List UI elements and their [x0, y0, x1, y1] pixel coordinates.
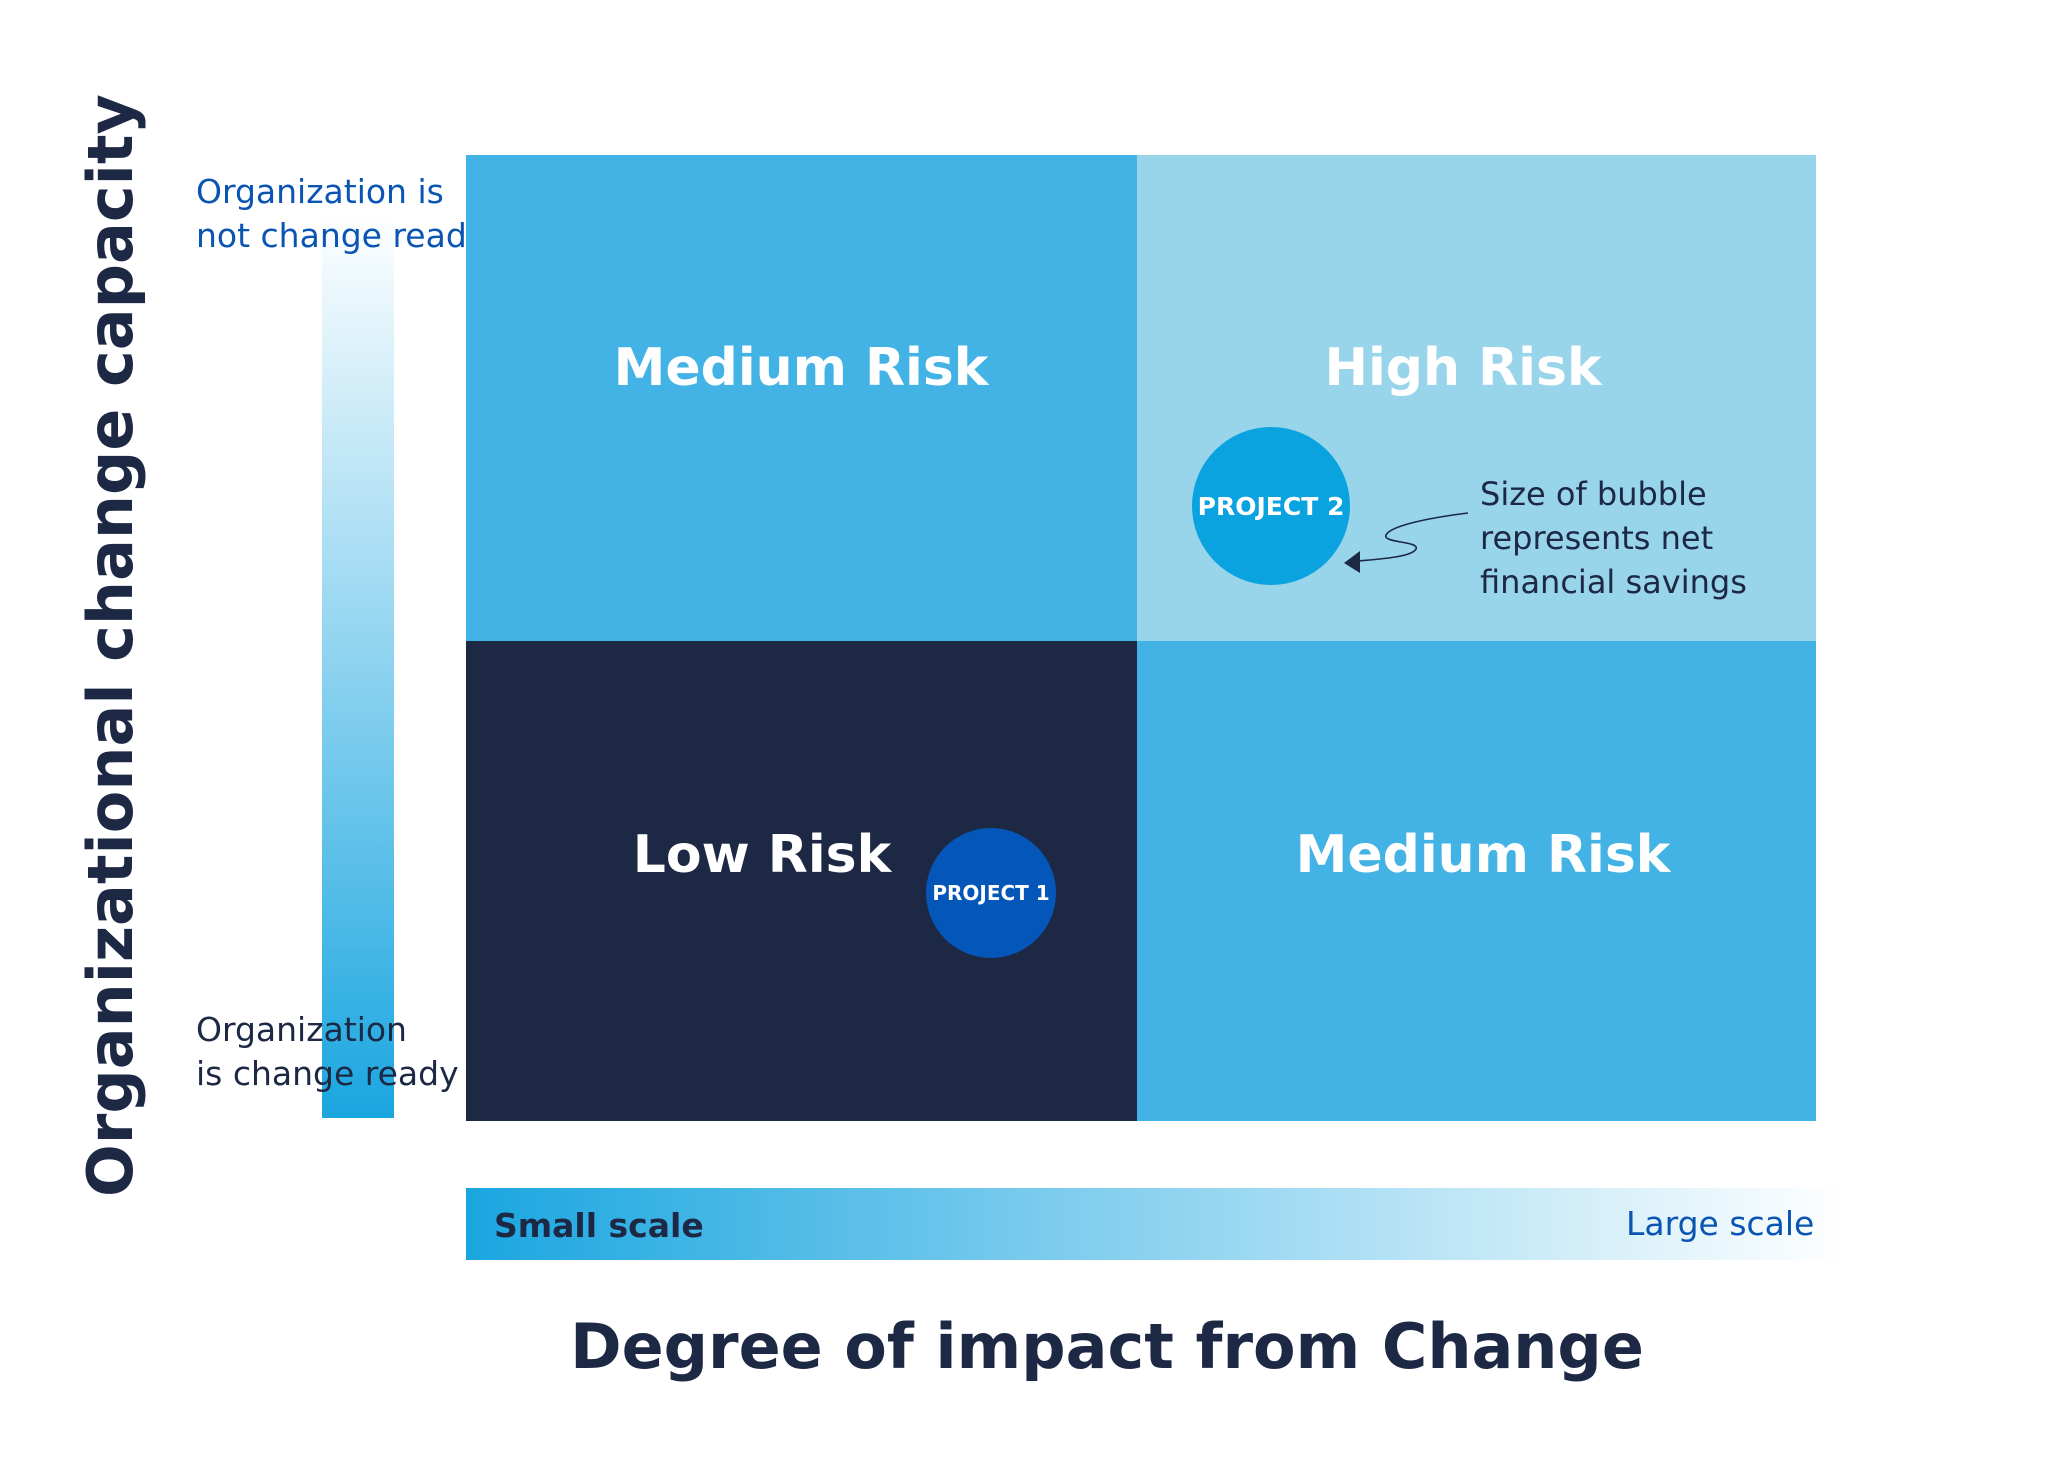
quadrant-bottom-left-label: Low Risk — [632, 825, 892, 885]
project-2-label: PROJECT 2 — [1197, 491, 1345, 521]
project-1-bubble: PROJECT 1 — [926, 828, 1056, 958]
y-axis-title-container: Organizational change capacity — [62, 94, 158, 1197]
annotation-arrow-icon — [1344, 512, 1469, 573]
project-1-label: PROJECT 1 — [932, 881, 1050, 905]
quadrant-bottom-right: Medium Risk — [1137, 641, 1816, 1121]
x-axis-right-label: Large scale — [1626, 1204, 1815, 1243]
y-axis-title: Organizational change capacity — [73, 94, 147, 1197]
quadrant-top-left-label: Medium Risk — [613, 338, 989, 398]
x-axis-title: Degree of impact from Change — [570, 1310, 1644, 1383]
quadrant-bottom-right-label: Medium Risk — [1295, 825, 1671, 885]
x-axis-gradient-bar — [466, 1188, 1844, 1260]
x-axis-left-label: Small scale — [494, 1206, 704, 1245]
quadrant-top-right-label: High Risk — [1324, 338, 1602, 398]
quadrant-top-left: Medium Risk — [466, 155, 1137, 641]
bubble-size-note: Size of bubble represents net financial … — [1480, 475, 1747, 601]
y-axis-gradient-bar — [322, 212, 394, 1118]
y-axis-top-label: Organization is not change ready — [196, 172, 487, 255]
y-axis-bottom-label: Organization is change ready — [196, 1010, 459, 1093]
project-2-bubble: PROJECT 2 — [1192, 427, 1350, 585]
